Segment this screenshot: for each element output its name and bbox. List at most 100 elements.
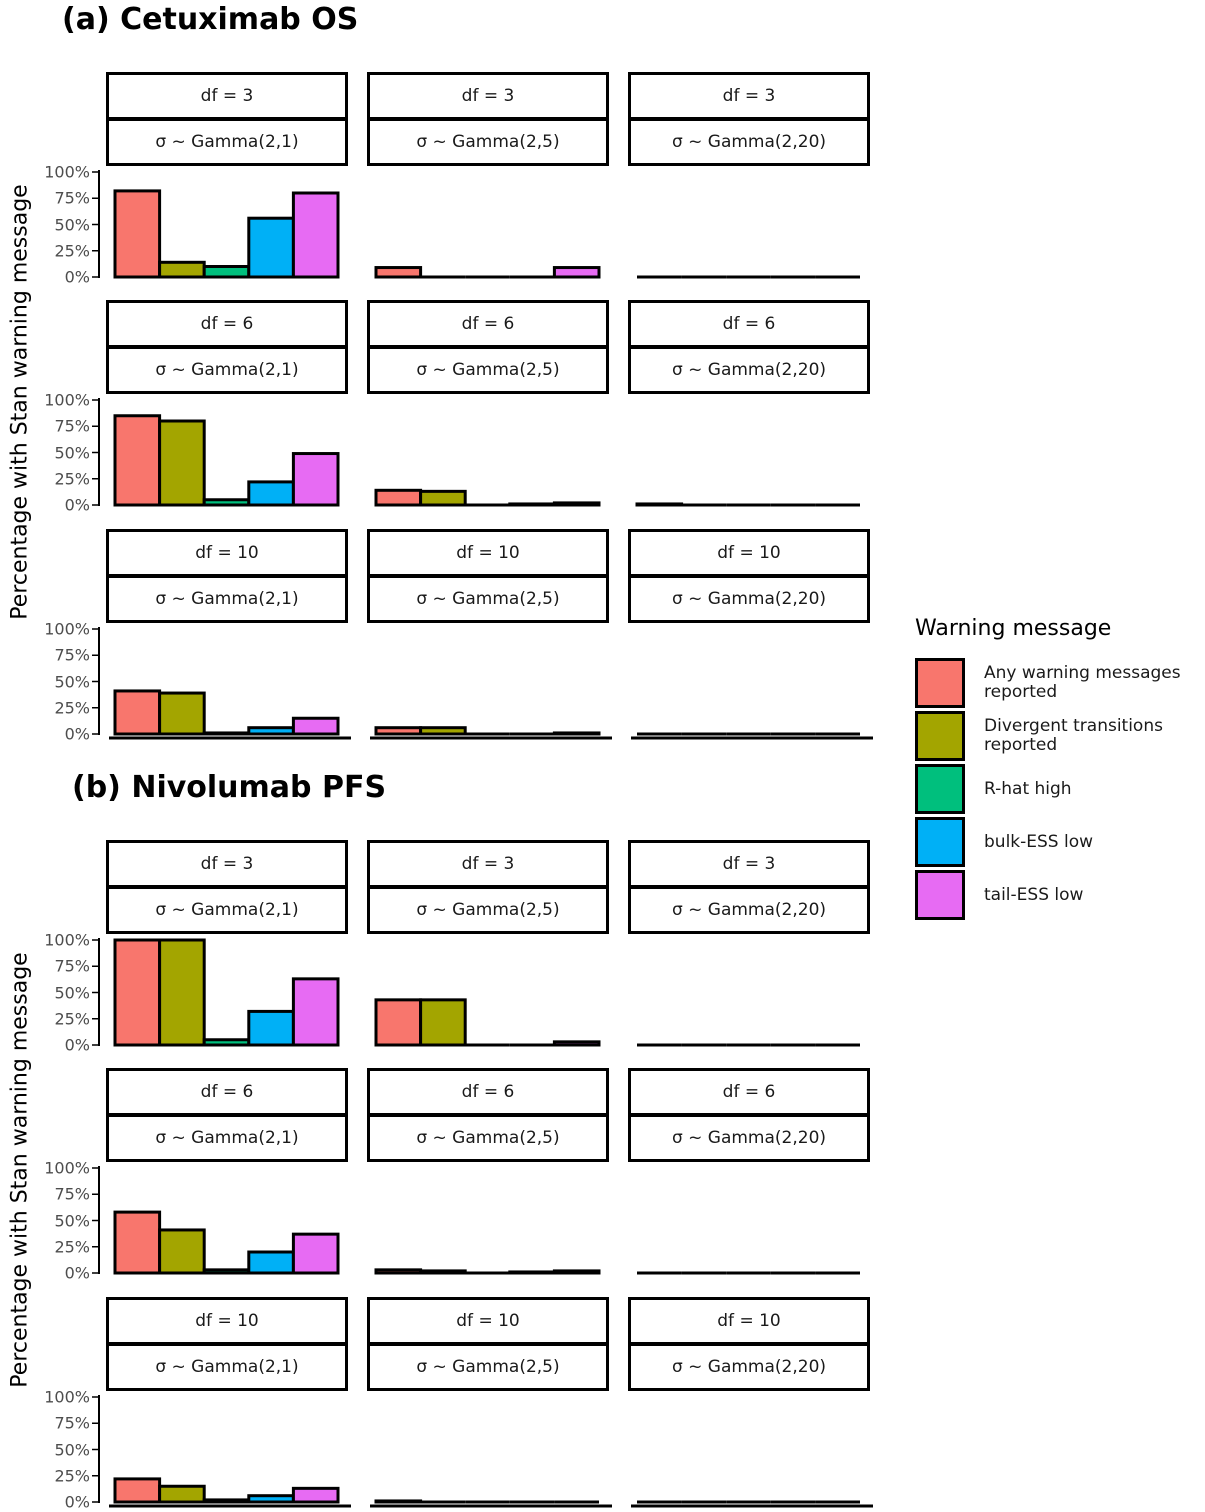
bar: [247, 726, 295, 736]
facet-strip-df: df = 3: [367, 72, 609, 120]
y-tick-label: 75%: [54, 188, 90, 208]
y-tick-label: 75%: [54, 645, 90, 665]
y-tick-label: 25%: [54, 241, 90, 261]
legend-label: tail-ESS low: [984, 885, 1084, 905]
bar: [113, 938, 162, 1047]
bar: [374, 1268, 423, 1275]
legend-key: [915, 658, 965, 708]
facet-strip-prior: σ ~ Gamma(2,1): [106, 346, 348, 394]
legend-label: Divergent transitions reported: [984, 716, 1163, 755]
bar: [202, 265, 251, 279]
facet-strip-df: df = 6: [106, 1068, 348, 1116]
bar: [508, 502, 556, 507]
y-tick-label: 25%: [54, 469, 90, 489]
facet-strip-prior: σ ~ Gamma(2,20): [628, 118, 870, 166]
bar: [374, 266, 423, 279]
bar: [247, 216, 295, 279]
bar: [158, 1228, 206, 1275]
bar: [419, 726, 467, 736]
y-axis-label: Percentage with Stan warning message: [7, 184, 33, 620]
bar: [158, 419, 206, 507]
y-tick-label: 100%: [44, 1158, 90, 1178]
y-tick-label: 100%: [44, 930, 90, 950]
legend-key: [915, 764, 965, 814]
facet-strip-df: df = 3: [628, 840, 870, 888]
facet-strip-prior: σ ~ Gamma(2,1): [106, 1114, 348, 1162]
facet-strip-df: df = 10: [106, 1297, 348, 1345]
y-tick-label: 100%: [44, 619, 90, 639]
legend-title: Warning message: [915, 616, 1112, 641]
facet-strip-df: df = 6: [628, 300, 870, 348]
legend-label: R-hat high: [984, 779, 1072, 799]
legend-key: [915, 817, 965, 867]
y-tick-label: 50%: [54, 215, 90, 234]
bar: [291, 452, 340, 507]
bar: [508, 1270, 556, 1275]
facet-strip-df: df = 6: [367, 300, 609, 348]
bar: [374, 488, 423, 507]
bar: [202, 1498, 251, 1504]
facet-strip-prior: σ ~ Gamma(2,1): [106, 886, 348, 934]
facet-strip-df: df = 3: [106, 72, 348, 120]
bar: [291, 191, 340, 279]
bar: [158, 691, 206, 736]
facet-strip-df: df = 10: [367, 1297, 609, 1345]
facet-strip-prior: σ ~ Gamma(2,20): [628, 1343, 870, 1391]
bar: [291, 1486, 340, 1504]
bar: [374, 998, 423, 1047]
facet-strip-df: df = 6: [628, 1068, 870, 1116]
y-tick-label: 25%: [54, 698, 90, 718]
bar: [113, 1477, 162, 1504]
bar: [291, 716, 340, 736]
y-tick-label: 100%: [44, 390, 90, 410]
bar: [247, 480, 295, 507]
legend-label: bulk-ESS low: [984, 832, 1094, 852]
bar: [374, 1499, 423, 1504]
bar: [247, 1009, 295, 1047]
bar: [291, 977, 340, 1047]
facet-strip-df: df = 10: [367, 529, 609, 577]
bar: [202, 731, 251, 736]
facet-strip-prior: σ ~ Gamma(2,20): [628, 1114, 870, 1162]
bar: [158, 938, 206, 1047]
bar: [552, 1269, 601, 1275]
y-tick-label: 75%: [54, 1184, 90, 1204]
bar: [552, 266, 601, 279]
legend-key: [915, 870, 965, 920]
y-tick-label: 50%: [54, 983, 90, 1002]
bar: [247, 1250, 295, 1275]
y-tick-label: 75%: [54, 1413, 90, 1433]
y-tick-label: 0%: [64, 267, 90, 287]
legend-key: [915, 711, 965, 761]
facet-strip-prior: σ ~ Gamma(2,20): [628, 886, 870, 934]
bar: [202, 1038, 251, 1047]
y-tick-label: 50%: [54, 1211, 90, 1230]
facet-strip-df: df = 3: [628, 72, 870, 120]
facet-strip-prior: σ ~ Gamma(2,5): [367, 575, 609, 623]
y-axis-label: Percentage with Stan warning message: [7, 952, 33, 1388]
y-tick-label: 0%: [64, 495, 90, 515]
bar: [113, 189, 162, 279]
bar: [247, 1494, 295, 1504]
y-tick-label: 75%: [54, 956, 90, 976]
facet-strip-prior: σ ~ Gamma(2,5): [367, 346, 609, 394]
facet-strip-prior: σ ~ Gamma(2,1): [106, 118, 348, 166]
bar: [202, 498, 251, 507]
bar: [202, 1268, 251, 1275]
y-tick-label: 0%: [64, 724, 90, 744]
y-tick-label: 75%: [54, 416, 90, 436]
facet-strip-prior: σ ~ Gamma(2,20): [628, 575, 870, 623]
facet-strip-prior: σ ~ Gamma(2,5): [367, 1114, 609, 1162]
facet-strip-df: df = 3: [106, 840, 348, 888]
bar: [158, 1484, 206, 1504]
y-tick-label: 25%: [54, 1466, 90, 1486]
bar: [291, 1232, 340, 1275]
facet-strip-prior: σ ~ Gamma(2,5): [367, 118, 609, 166]
bar: [552, 1040, 601, 1047]
bar: [419, 998, 467, 1047]
y-tick-label: 0%: [64, 1263, 90, 1283]
bar: [374, 726, 423, 736]
bar: [113, 1210, 162, 1275]
facet-strip-prior: σ ~ Gamma(2,1): [106, 575, 348, 623]
